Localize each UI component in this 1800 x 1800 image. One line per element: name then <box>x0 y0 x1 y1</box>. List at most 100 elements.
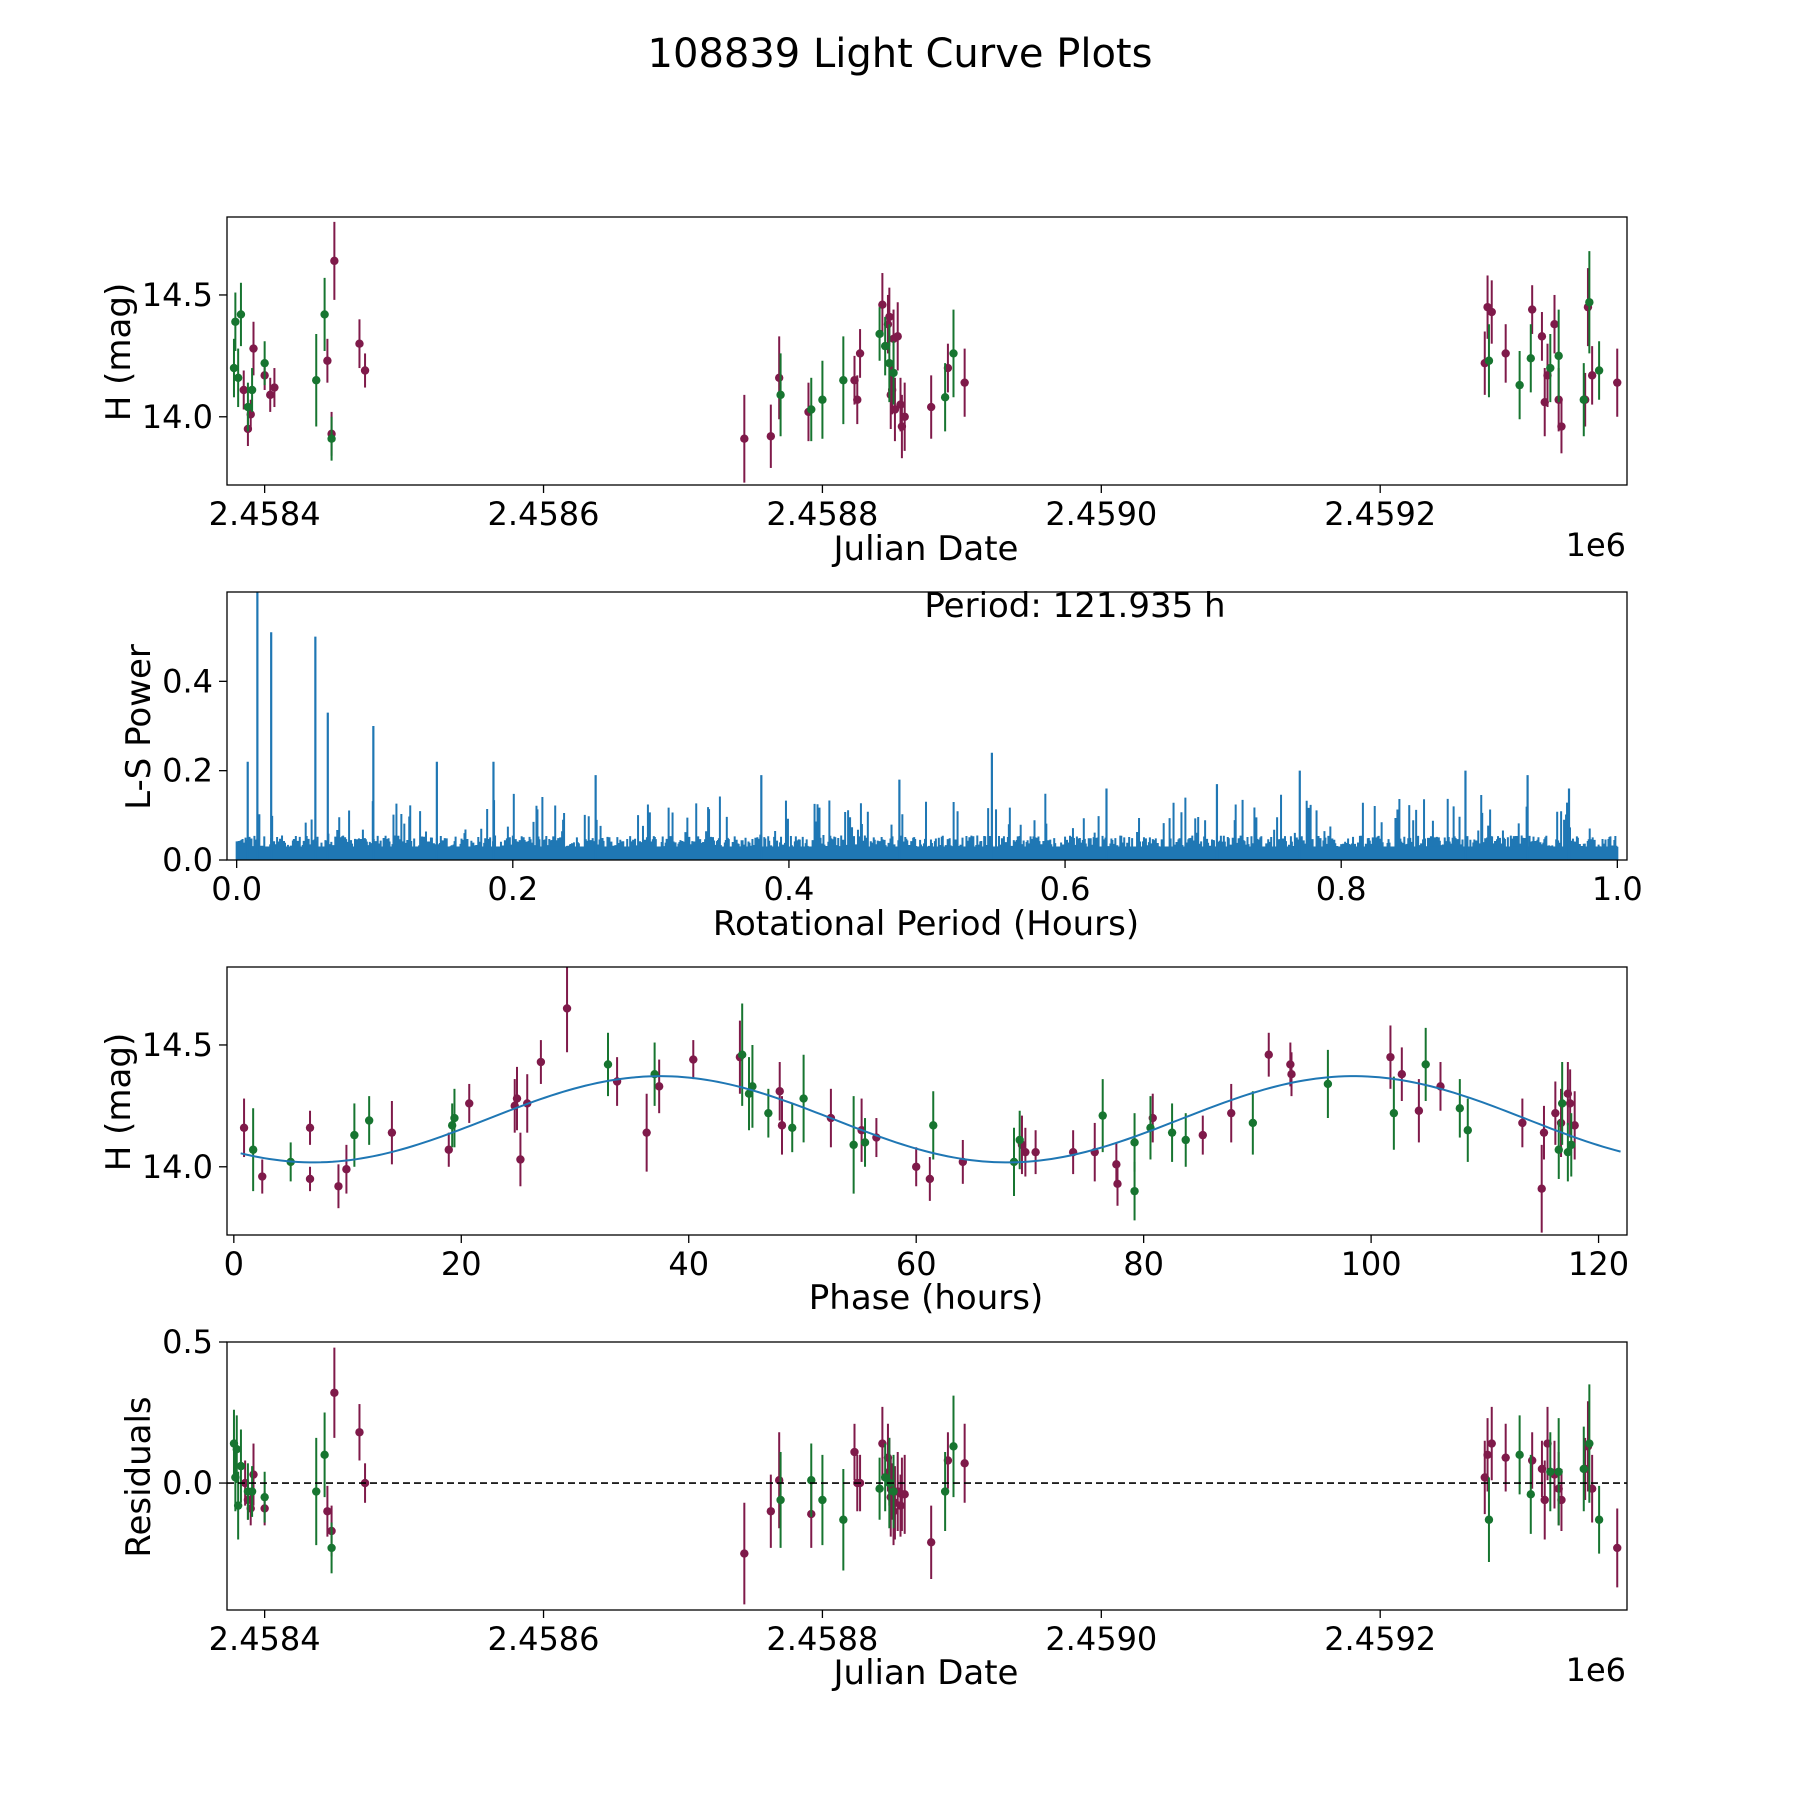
light-curve-point <box>243 402 253 412</box>
phase-folded-point <box>925 1174 935 1184</box>
residuals-point <box>1487 1439 1496 1448</box>
residuals-xtick-label: 2.4590 <box>1045 1620 1157 1658</box>
phase-folded-point <box>642 1128 651 1137</box>
residuals-axes: 2.4584 2.4586 2.4588 2.4590 2.4592 0.0 0.5 <box>162 1323 1628 1658</box>
phase-folded-point <box>239 1123 249 1133</box>
phase-folded-point <box>1098 1111 1107 1120</box>
phase-folded-point <box>1518 1118 1527 1128</box>
residuals-point <box>960 1459 969 1468</box>
light-curve-ytick-label: 14.0 <box>142 398 213 436</box>
residuals-xtick-label: 2.4592 <box>1324 1620 1436 1658</box>
phase-folded-point <box>562 1004 572 1013</box>
phase-folded-point <box>1112 1160 1121 1169</box>
phase-folded-point <box>788 1123 797 1133</box>
phase-folded-panel: 0 20 40 60 80 100 120 14.0 14.5 Phase (hours) H … <box>99 966 1629 1318</box>
phase-folded-point <box>748 1082 757 1091</box>
phase-folded-point <box>1198 1130 1207 1140</box>
light-curve-point <box>875 329 884 339</box>
phase-folded-point <box>334 1182 343 1191</box>
light-curve-point <box>1585 298 1594 307</box>
light-curve-point <box>1501 349 1510 358</box>
light-curve-xtick-label: 2.4584 <box>209 495 321 533</box>
phase-folded-point <box>1227 1108 1236 1118</box>
period-annotation: Period: 121.935 h <box>924 586 1225 626</box>
light-curve-axes: 2.4584 2.4586 2.4588 2.4590 2.4592 14.0 14.5 <box>142 216 1628 533</box>
residuals-point <box>776 1495 785 1505</box>
periodogram-xlabel: Rotational Period (Hours) <box>713 904 1139 944</box>
phase-folded-point <box>512 1094 522 1103</box>
residuals-point <box>875 1484 884 1493</box>
phase-folded-point <box>1323 1079 1333 1089</box>
phase-folded-point <box>689 1055 698 1064</box>
phase-folded-point <box>516 1155 525 1164</box>
light-curve-xtick-label: 2.4586 <box>488 495 600 533</box>
phase-folded-point <box>1130 1186 1139 1196</box>
phase-folded-point <box>1286 1060 1295 1069</box>
phase-folded-axes: 0 20 40 60 80 100 120 14.0 14.5 <box>142 966 1629 1283</box>
residuals-point <box>1515 1450 1524 1460</box>
periodogram-ytick-label: 0.4 <box>162 662 213 700</box>
light-curve-point <box>853 395 862 404</box>
residuals-point <box>896 1501 905 1510</box>
light-curve-point <box>818 395 827 404</box>
light-curve-point <box>960 378 969 387</box>
periodogram-ylabel: L-S Power <box>119 644 159 810</box>
phase-folded-point <box>1015 1135 1024 1145</box>
residuals-point <box>233 1501 243 1510</box>
light-curve-point <box>270 383 279 392</box>
phase-folded-point <box>911 1162 921 1171</box>
phase-folded-point <box>1113 1179 1122 1189</box>
light-curve-point <box>949 349 958 358</box>
light-curve-point <box>766 432 776 441</box>
residuals-point <box>355 1428 364 1437</box>
residuals-marks <box>227 1347 1627 1605</box>
residuals-plot-area <box>227 1347 1627 1605</box>
residuals-offset-text: 1e6 <box>1566 1651 1626 1689</box>
phase-folded-point <box>1386 1052 1395 1062</box>
residuals-point <box>949 1442 958 1451</box>
residuals-frame <box>226 1341 1628 1611</box>
residuals-point <box>1585 1439 1594 1448</box>
phase-folded-point <box>305 1174 315 1184</box>
light-curve-point <box>233 373 243 382</box>
periodogram-ytick-label: 0.0 <box>162 841 213 879</box>
phase-folded-point <box>1287 1070 1296 1079</box>
phase-folded-point <box>1557 1099 1567 1108</box>
residuals-point <box>1527 1456 1537 1465</box>
phase-folded-point <box>1031 1147 1040 1157</box>
residuals-point <box>740 1549 749 1558</box>
light-curve-plot-area <box>229 221 1622 483</box>
light-curve-point <box>229 363 239 373</box>
light-curve-point <box>774 373 784 382</box>
light-curve-xtick-label: 2.4588 <box>766 495 878 533</box>
light-curve-point <box>855 349 865 358</box>
residuals-point <box>839 1515 848 1524</box>
fit-curve <box>240 1075 1621 1164</box>
light-curve-point <box>249 344 258 353</box>
phase-folded-xtick-label: 20 <box>441 1245 482 1283</box>
phase-folded-xtick-label: 120 <box>1568 1245 1629 1283</box>
light-curve-point <box>236 310 246 319</box>
phase-folded-point <box>799 1094 808 1103</box>
light-curve-point <box>1526 354 1535 363</box>
light-curve-point <box>890 405 900 414</box>
residuals-ytick-label: 0.5 <box>162 1323 213 1361</box>
periodogram-frame <box>226 591 1628 861</box>
residuals-xtick-label: 2.4584 <box>209 1620 321 1658</box>
phase-folded-point <box>1551 1108 1560 1118</box>
phase-folded-xtick-label: 60 <box>896 1245 937 1283</box>
residuals-point <box>1526 1490 1535 1499</box>
residuals-point <box>1554 1467 1563 1476</box>
light-curve-point <box>889 368 898 378</box>
phase-folded-point <box>1264 1050 1273 1059</box>
residuals-point <box>323 1507 332 1516</box>
light-curve-point <box>360 366 370 375</box>
light-curve-point <box>1484 356 1494 365</box>
phase-folded-point <box>929 1121 938 1130</box>
phase-folded-point <box>1389 1108 1399 1118</box>
periodogram-xtick-label: 0.8 <box>1316 870 1367 908</box>
light-curve-point <box>330 256 339 266</box>
light-curve-point <box>323 356 332 365</box>
phase-folded-point <box>444 1145 453 1154</box>
light-curve-offset-text: 1e6 <box>1566 526 1626 564</box>
